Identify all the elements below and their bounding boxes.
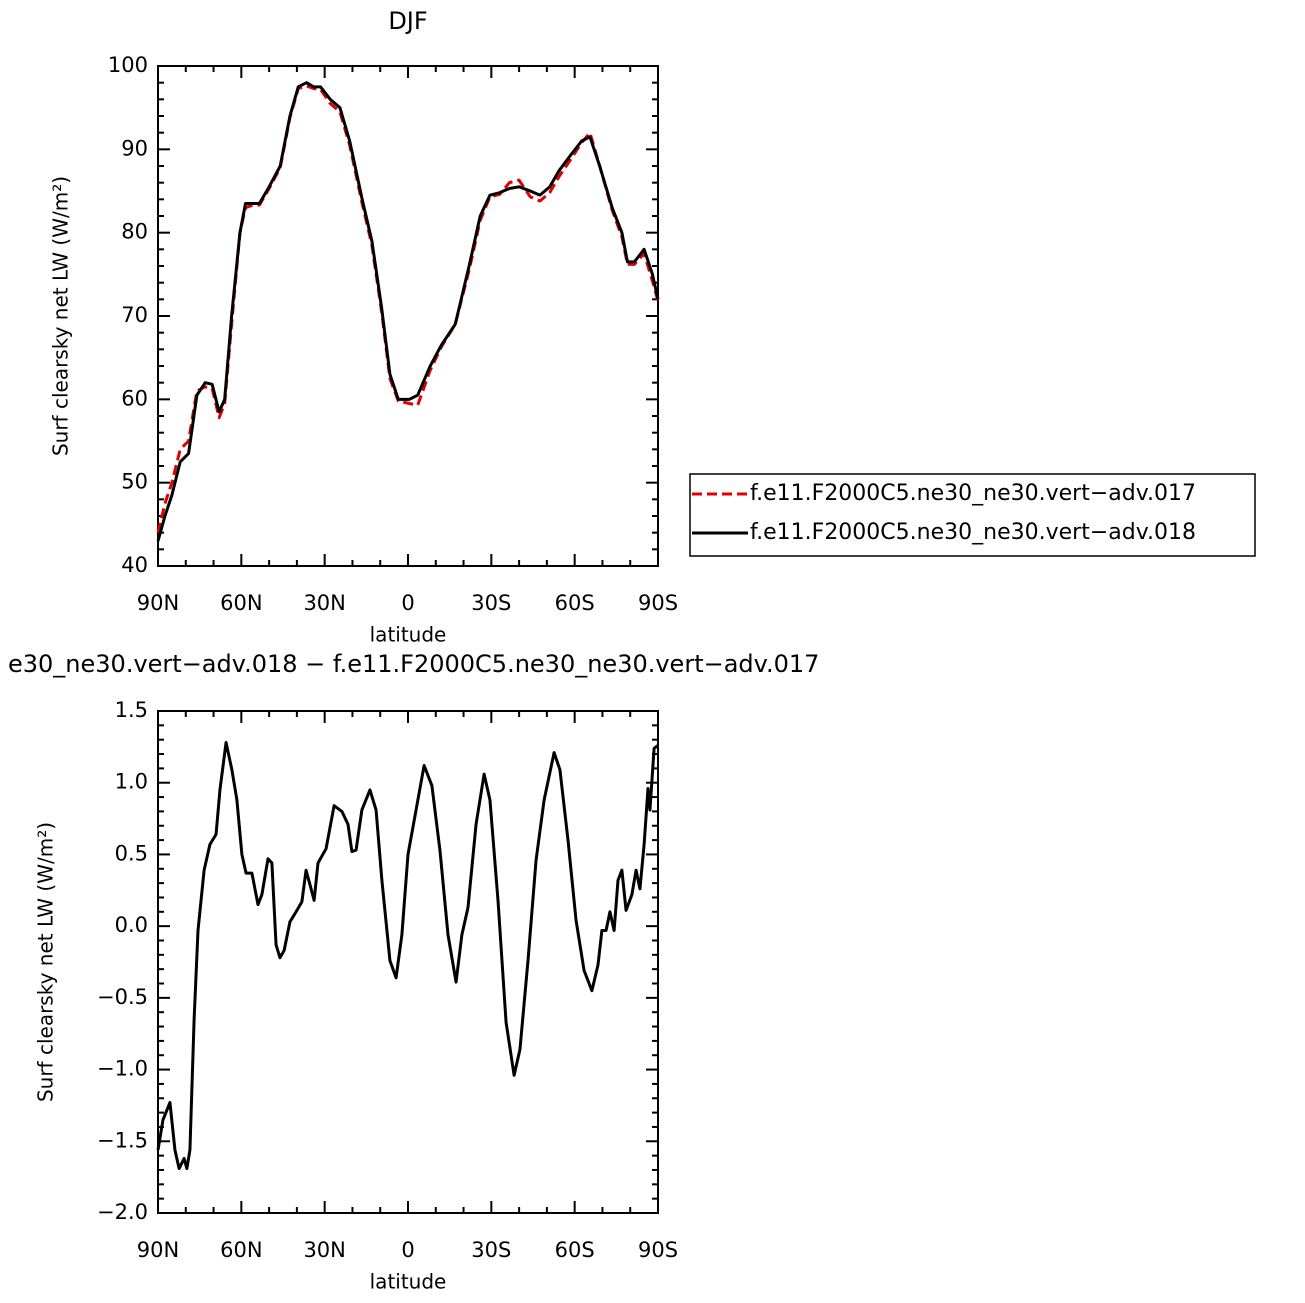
y-tick-label: 60 <box>121 386 148 410</box>
data-line <box>156 741 659 1171</box>
x-tick-label: 90S <box>638 1238 678 1262</box>
y-tick-label: −2.0 <box>97 1200 148 1224</box>
y-tick-label: 40 <box>121 553 148 577</box>
y-tick-label: 0.0 <box>115 913 148 937</box>
data-line <box>156 81 660 542</box>
y-axis-label: Surf clearsky net LW (W/m²) <box>34 822 58 1102</box>
y-tick-label: 90 <box>121 136 148 160</box>
x-tick-label: 30N <box>303 591 345 615</box>
x-tick-label: 0 <box>401 591 414 615</box>
chart-title: e30_ne30.vert−adv.018 − f.e11.F2000C5.ne… <box>8 650 819 678</box>
x-tick-label: 30N <box>303 1238 345 1262</box>
x-tick-label: 30S <box>471 591 511 615</box>
x-tick-label: 90N <box>137 1238 179 1262</box>
y-tick-label: 70 <box>121 303 148 327</box>
x-tick-label: 60S <box>555 1238 595 1262</box>
y-tick-label: 1.0 <box>115 770 148 794</box>
y-tick-label: 1.5 <box>115 698 148 722</box>
y-tick-label: 80 <box>121 220 148 244</box>
y-tick-label: −0.5 <box>97 985 148 1009</box>
y-tick-label: −1.5 <box>97 1128 148 1152</box>
y-tick-label: 100 <box>108 53 148 77</box>
x-tick-label: 60N <box>220 1238 262 1262</box>
x-tick-label: 30S <box>471 1238 511 1262</box>
legend-box <box>689 473 1256 557</box>
x-tick-label: 90N <box>137 591 179 615</box>
x-axis-label: latitude <box>370 623 447 647</box>
x-tick-label: 60S <box>555 591 595 615</box>
y-tick-label: 0.5 <box>115 841 148 865</box>
x-tick-label: 0 <box>401 1238 414 1262</box>
y-tick-label: −1.0 <box>97 1057 148 1081</box>
legend-label: f.e11.F2000C5.ne30_ne30.vert−adv.018 <box>750 520 1196 545</box>
y-axis-label: Surf clearsky net LW (W/m²) <box>49 176 73 456</box>
y-tick-label: 50 <box>121 470 148 494</box>
x-axis-label: latitude <box>370 1270 447 1294</box>
x-tick-label: 60N <box>220 591 262 615</box>
chart-title: DJF <box>388 7 427 35</box>
legend-label: f.e11.F2000C5.ne30_ne30.vert−adv.017 <box>750 481 1196 506</box>
x-tick-label: 90S <box>638 591 678 615</box>
